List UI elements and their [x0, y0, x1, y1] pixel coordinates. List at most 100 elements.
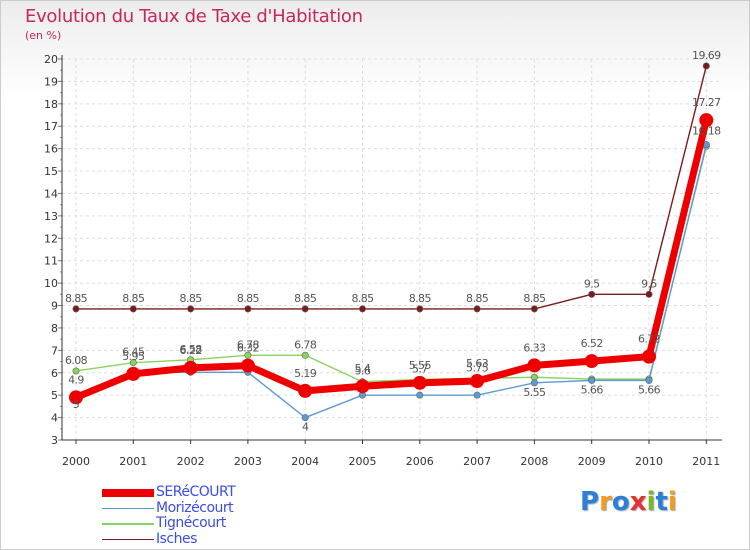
data-label: 5.63 — [466, 357, 489, 370]
data-point — [301, 414, 309, 422]
chart-legend: SERéCOURT Morizécourt Tignécourt Isches — [102, 484, 236, 548]
x-tick-label: 2001 — [119, 455, 147, 468]
data-point — [187, 305, 195, 313]
data-label: 5 — [73, 398, 80, 411]
data-label: 6.78 — [237, 338, 260, 351]
series-line-tignécourt — [75, 145, 707, 383]
data-point — [702, 62, 710, 70]
data-label: 6.08 — [65, 354, 88, 367]
data-point — [645, 376, 653, 384]
data-label: 6.45 — [122, 346, 145, 359]
x-tick-label: 2000 — [62, 455, 90, 468]
x-tick-label: 2004 — [291, 455, 319, 468]
y-tick-label: 11 — [44, 255, 58, 268]
y-tick-label: 5 — [51, 389, 58, 402]
x-tick-label: 2010 — [635, 455, 663, 468]
y-tick-label: 17 — [44, 120, 58, 133]
series-line-serécourt — [72, 116, 710, 401]
data-point — [355, 379, 370, 394]
data-point — [645, 290, 653, 298]
series-line-isches — [75, 65, 707, 310]
x-tick-label: 2009 — [578, 455, 606, 468]
y-tick-label: 3 — [51, 434, 58, 447]
data-label: 17.27 — [692, 96, 721, 109]
data-label: 8.85 — [65, 292, 88, 305]
legend-swatch — [102, 538, 154, 540]
data-point — [358, 305, 366, 313]
data-point — [642, 349, 656, 364]
data-point — [244, 351, 252, 359]
data-label: 6.32 — [237, 342, 259, 355]
y-tick-label: 14 — [44, 187, 58, 200]
data-label: 16.18 — [692, 125, 721, 138]
data-label: 5.55 — [523, 386, 546, 399]
data-point — [588, 290, 596, 298]
data-point — [473, 391, 481, 399]
data-label: 5.66 — [638, 383, 661, 396]
data-label: 8.85 — [351, 292, 374, 305]
logo-letter: i — [667, 487, 677, 517]
y-tick-label: 4 — [51, 412, 58, 425]
data-label: 8.85 — [180, 292, 203, 305]
data-label: 8.85 — [466, 292, 489, 305]
y-tick-label: 10 — [44, 277, 58, 290]
data-point — [301, 351, 309, 359]
legend-label: Isches — [156, 530, 197, 547]
data-label: 6.22 — [180, 344, 202, 357]
data-label: 5.4 — [355, 362, 371, 375]
data-point — [473, 305, 481, 313]
data-point — [240, 358, 255, 373]
legend-item: Isches — [102, 530, 235, 548]
y-tick-label: 20 — [44, 53, 58, 66]
data-label: 9.5 — [641, 277, 657, 290]
logo-letter: o — [611, 487, 630, 517]
x-tick-label: 2003 — [234, 455, 262, 468]
logo-letter: r — [599, 487, 612, 517]
data-point — [527, 358, 542, 373]
data-point — [412, 375, 427, 390]
y-tick-label: 18 — [44, 98, 58, 111]
logo-letter: P — [580, 487, 600, 517]
data-point — [126, 366, 141, 381]
data-label: 5.75 — [466, 361, 489, 374]
legend-swatch — [102, 523, 154, 525]
data-point — [129, 305, 137, 313]
data-label: 6.58 — [180, 343, 203, 356]
data-point — [584, 354, 599, 369]
x-tick-label: 2011 — [692, 455, 720, 468]
logo-letter: x — [629, 487, 647, 517]
data-label: 19.69 — [692, 49, 721, 62]
x-tick-label: 2002 — [177, 455, 205, 468]
data-label: 8.85 — [294, 292, 317, 305]
x-tick-label: 2007 — [463, 455, 491, 468]
data-label: 4 — [302, 421, 309, 434]
data-point — [588, 376, 596, 384]
y-tick-label: 15 — [44, 165, 58, 178]
data-label: 6.72 — [638, 333, 660, 346]
y-tick-label: 13 — [44, 210, 58, 223]
data-point — [129, 359, 137, 367]
logo-letter: t — [655, 487, 668, 517]
y-tick-label: 8 — [51, 322, 58, 335]
data-point — [301, 305, 309, 313]
y-tick-label: 19 — [44, 75, 58, 88]
y-tick-label: 12 — [44, 232, 58, 245]
legend-label: SERéCOURT — [156, 484, 236, 500]
data-label: 6.52 — [581, 337, 603, 350]
data-point — [530, 379, 538, 387]
data-point — [470, 374, 485, 389]
data-label: 4.9 — [68, 373, 84, 386]
legend-item: SERéCOURT — [102, 484, 236, 501]
logo-letter: i — [646, 487, 656, 517]
legend-label: Morizécourt — [156, 499, 234, 516]
data-label: 6.33 — [523, 341, 546, 354]
data-label: 8.85 — [409, 292, 432, 305]
data-label: 5.55 — [409, 359, 432, 372]
data-label: 5.7 — [412, 362, 428, 375]
data-point — [416, 305, 424, 313]
data-point — [183, 360, 198, 375]
data-point — [72, 367, 80, 375]
x-tick-label: 2008 — [520, 455, 548, 468]
